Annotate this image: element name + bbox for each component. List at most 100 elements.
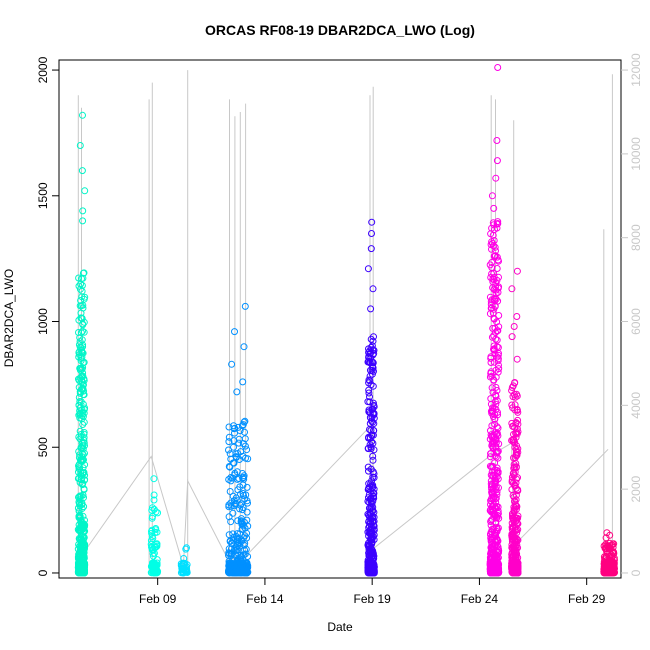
- series-6-point: [509, 470, 517, 478]
- series-3-point-peak-2: [240, 343, 248, 351]
- series-4-point: [368, 525, 376, 533]
- series-5-point: [487, 298, 495, 306]
- plot-area: 0 500 1000 1500 2000 0 2000 4000 6000 8000 10000 12…: [36, 53, 643, 606]
- series-4-point: [365, 357, 373, 365]
- series-5-point: [489, 494, 497, 502]
- series-3-point: [239, 421, 247, 429]
- series-5-point: [492, 494, 500, 502]
- series-6-point: [509, 543, 517, 551]
- series-4-point-floor: [370, 562, 377, 570]
- series-5-point: [493, 488, 501, 496]
- series-4-point: [367, 349, 375, 357]
- series-0-point: [78, 412, 86, 420]
- series-3-point: [234, 517, 242, 525]
- series-5-point: [490, 332, 498, 340]
- series-3-point: [227, 518, 235, 526]
- series-4-point: [370, 470, 378, 478]
- series-3-point: [240, 473, 248, 481]
- series-7-point-floor: [600, 567, 608, 575]
- series-4-point: [368, 481, 376, 489]
- series-0-point: [75, 498, 83, 506]
- series-5-point: [491, 297, 499, 305]
- series-1-point: [151, 529, 159, 537]
- series-1-point-floor: [153, 559, 161, 567]
- series-4-point-peak-4: [369, 285, 377, 293]
- series-5-point: [487, 463, 495, 471]
- series-0-point: [76, 451, 84, 459]
- x-tick-label-3: Feb 24: [461, 592, 499, 606]
- series-3-point: [231, 499, 239, 507]
- series-5-point: [491, 415, 499, 423]
- series-5-point-floor: [493, 569, 501, 577]
- series-3-point: [225, 438, 233, 446]
- series-4-point: [369, 405, 377, 413]
- series-4-point: [365, 467, 372, 475]
- series-5-point: [491, 481, 499, 489]
- series-0-point-floor: [75, 564, 82, 572]
- series-1-point-floor: [150, 561, 157, 569]
- series-1-point: [149, 552, 157, 560]
- y-tick-label-3: 1500: [36, 182, 50, 209]
- series-5-point: [490, 487, 498, 495]
- series-2-point-floor: [179, 568, 187, 576]
- series-4-point: [366, 377, 374, 385]
- y-tick-label-0: 0: [36, 569, 50, 576]
- series-6-point: [513, 451, 521, 459]
- series-5-point: [494, 344, 502, 351]
- series-4-point-peak-2: [367, 245, 375, 253]
- series-6-point-peak-0: [513, 267, 521, 275]
- series-5-point: [494, 368, 502, 376]
- series-6-point: [512, 496, 520, 504]
- series-0-point-peak-1: [76, 142, 84, 149]
- series-4-point-peak-0: [368, 218, 376, 226]
- series-5-point: [492, 443, 500, 451]
- series-4-point: [366, 398, 374, 406]
- series-0-point: [78, 275, 85, 283]
- series-5-point: [490, 242, 498, 250]
- series-4-point: [366, 541, 373, 549]
- series-5-point: [494, 475, 502, 483]
- series-4-point: [370, 552, 378, 560]
- y-axis-label: DBAR2DCA_LWO: [2, 269, 16, 367]
- series-3-point: [232, 543, 240, 551]
- series-3-point: [241, 532, 249, 540]
- series-0-point-peak-2: [78, 167, 86, 175]
- series-5-point: [487, 450, 495, 458]
- series-3-point: [229, 459, 237, 467]
- series-7-point-floor: [609, 560, 617, 568]
- series-5-point: [491, 552, 499, 559]
- series-4-point: [366, 414, 374, 422]
- series-0-point: [77, 469, 85, 477]
- series-5-point: [494, 218, 502, 226]
- series-6-point-floor: [510, 565, 518, 573]
- series-5-point: [487, 354, 495, 362]
- series-4-point: [369, 456, 377, 464]
- series-3-point: [225, 433, 233, 441]
- series-5-point: [490, 358, 498, 366]
- chart-title: ORCAS RF08-19 DBAR2DCA_LWO (Log): [205, 22, 475, 38]
- series-6-point: [514, 514, 522, 522]
- series-2-point-floor: [179, 559, 187, 567]
- y2-tick-label-1: 2000: [629, 475, 643, 502]
- series-1-point-floor: [151, 563, 159, 571]
- series-1-point: [149, 504, 156, 512]
- series-5-point: [492, 392, 500, 400]
- series-5-point: [487, 427, 494, 435]
- series-4-point: [369, 473, 377, 481]
- series-4-point: [370, 420, 378, 427]
- series-0-point: [78, 293, 86, 301]
- series-0-point: [78, 457, 85, 465]
- series-5-point: [490, 270, 498, 277]
- series-3-point: [233, 468, 241, 476]
- series-5-point: [488, 528, 496, 536]
- series-4-point: [366, 359, 374, 367]
- series-0-point: [80, 520, 88, 528]
- y2-tick-label-0: 0: [629, 569, 643, 576]
- series-5-point: [492, 547, 500, 555]
- series-5-point: [493, 336, 501, 344]
- series-3-point: [238, 521, 246, 529]
- series-3-point: [237, 448, 245, 456]
- series-5-point-peak-0: [494, 64, 502, 71]
- series-3-point: [225, 463, 233, 470]
- series-3-point: [236, 505, 244, 513]
